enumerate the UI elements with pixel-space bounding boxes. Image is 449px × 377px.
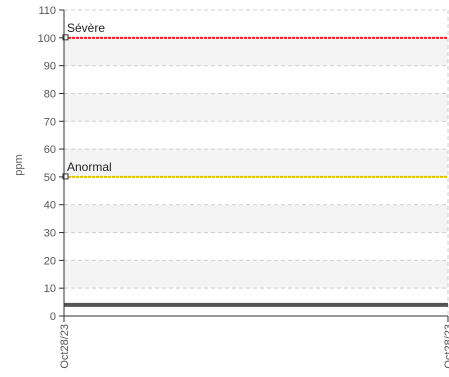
y-tick-label: 70 xyxy=(44,116,56,128)
y-tick-label: 110 xyxy=(38,5,56,17)
y-tick-label: 0 xyxy=(50,311,56,323)
grid-bands xyxy=(64,37,448,289)
y-tick-label: 50 xyxy=(44,172,56,184)
grid-band xyxy=(64,260,448,289)
y-tick-label: 40 xyxy=(44,200,56,212)
x-tick-label: Oct28/23 xyxy=(59,324,71,369)
x-tick-label: Oct28/23 xyxy=(443,324,449,369)
y-tick-label: 30 xyxy=(44,228,56,240)
grid-band xyxy=(64,204,448,233)
y-tick-label: 60 xyxy=(44,144,56,156)
y-axis-title: ppm xyxy=(13,154,25,175)
threshold-label: Sévère xyxy=(67,21,105,35)
y-tick-label: 20 xyxy=(44,255,56,267)
threshold-lines: Sévère Anormal xyxy=(62,21,448,180)
y-tick-label: 100 xyxy=(38,33,56,45)
axes xyxy=(63,10,448,317)
x-axis-ticks: Oct28/23 Oct28/23 xyxy=(59,316,449,369)
y-tick-label: 90 xyxy=(44,61,56,73)
grid-band xyxy=(64,37,448,66)
threshold-label: Anormal xyxy=(67,160,112,174)
y-tick-label: 80 xyxy=(44,88,56,100)
y-tick-label: 10 xyxy=(44,283,56,295)
grid-band xyxy=(64,149,448,177)
grid-band xyxy=(64,93,448,122)
y-axis-ticks: 0 10 20 30 40 50 60 70 80 90 100 110 xyxy=(38,5,64,323)
